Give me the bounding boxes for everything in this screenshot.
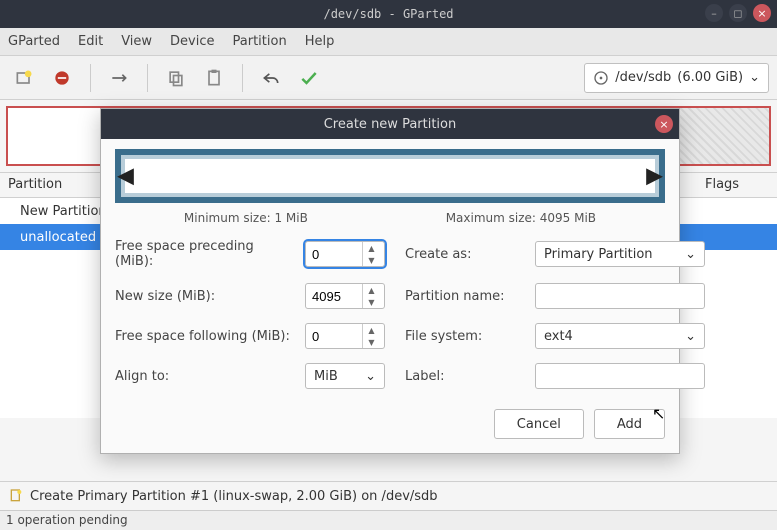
dialog-close-button[interactable]: ×: [655, 115, 673, 133]
create-as-select[interactable]: Primary Partition⌄: [535, 241, 705, 267]
free-preceding-input[interactable]: ▲▼: [305, 241, 385, 267]
window-titlebar: /dev/sdb - GParted – ◻ ×: [0, 0, 777, 28]
menu-view[interactable]: View: [121, 34, 152, 49]
align-to-select[interactable]: MiB⌄: [305, 363, 385, 389]
device-name: /dev/sdb: [615, 70, 671, 85]
dialog-titlebar: Create new Partition ×: [101, 109, 679, 139]
resize-handle-left-icon[interactable]: ◀: [117, 164, 134, 189]
document-new-icon: [8, 488, 24, 504]
menubar: GParted Edit View Device Partition Help: [0, 28, 777, 56]
create-as-label: Create as:: [405, 247, 525, 262]
spin-down-icon[interactable]: ▼: [363, 296, 380, 308]
file-system-select[interactable]: ext4⌄: [535, 323, 705, 349]
window-title: /dev/sdb - GParted: [0, 7, 777, 21]
toolbar: /dev/sdb (6.00 GiB) ⌄: [0, 56, 777, 100]
chevron-down-icon: ⌄: [685, 247, 696, 262]
menu-help[interactable]: Help: [305, 34, 335, 49]
max-size-label: Maximum size: 4095 MiB: [446, 211, 596, 225]
paste-icon[interactable]: [198, 62, 230, 94]
toolbar-separator: [242, 64, 243, 92]
delete-icon[interactable]: [46, 62, 78, 94]
preview-inner: [125, 159, 655, 193]
label-input[interactable]: [535, 363, 705, 389]
free-following-label: Free space following (MiB):: [115, 329, 295, 344]
min-size-label: Minimum size: 1 MiB: [184, 211, 308, 225]
device-selector[interactable]: /dev/sdb (6.00 GiB) ⌄: [584, 63, 769, 93]
column-flags[interactable]: Flags: [697, 173, 777, 197]
resize-move-icon[interactable]: [103, 62, 135, 94]
window-maximize-button[interactable]: ◻: [729, 4, 747, 22]
align-to-label: Align to:: [115, 369, 295, 384]
chevron-down-icon: ⌄: [749, 70, 760, 85]
disk-icon: [593, 70, 609, 86]
spin-up-icon[interactable]: ▲: [363, 284, 380, 296]
add-button[interactable]: Add: [594, 409, 665, 439]
toolbar-separator: [90, 64, 91, 92]
window-minimize-button[interactable]: –: [705, 4, 723, 22]
cancel-button[interactable]: Cancel: [494, 409, 584, 439]
spin-down-icon[interactable]: ▼: [363, 336, 380, 348]
new-size-input[interactable]: ▲▼: [305, 283, 385, 309]
spin-up-icon[interactable]: ▲: [363, 242, 380, 254]
menu-gparted[interactable]: GParted: [8, 34, 60, 49]
menu-partition[interactable]: Partition: [233, 34, 287, 49]
free-following-input[interactable]: ▲▼: [305, 323, 385, 349]
menu-device[interactable]: Device: [170, 34, 214, 49]
label-field-label: Label:: [405, 369, 525, 384]
file-system-label: File system:: [405, 329, 525, 344]
dialog-title: Create new Partition: [101, 117, 679, 132]
copy-icon[interactable]: [160, 62, 192, 94]
statusbar: 1 operation pending: [0, 510, 777, 530]
spin-down-icon[interactable]: ▼: [363, 254, 380, 266]
spin-up-icon[interactable]: ▲: [363, 324, 380, 336]
pending-operations: Create Primary Partition #1 (linux-swap,…: [0, 481, 777, 510]
device-size: (6.00 GiB): [677, 70, 743, 85]
chevron-down-icon: ⌄: [685, 329, 696, 344]
new-partition-icon[interactable]: [8, 62, 40, 94]
resize-handle-right-icon[interactable]: ▶: [646, 164, 663, 189]
new-size-label: New size (MiB):: [115, 289, 295, 304]
window-close-button[interactable]: ×: [753, 4, 771, 22]
chevron-down-icon: ⌄: [365, 369, 376, 384]
partition-name-label: Partition name:: [405, 289, 525, 304]
create-partition-dialog: Create new Partition × ◀ ▶ Minimum size:…: [100, 108, 680, 454]
toolbar-separator: [147, 64, 148, 92]
free-preceding-label: Free space preceding (MiB):: [115, 239, 295, 269]
pending-op-text: Create Primary Partition #1 (linux-swap,…: [30, 489, 438, 504]
apply-icon[interactable]: [293, 62, 325, 94]
menu-edit[interactable]: Edit: [78, 34, 103, 49]
undo-icon[interactable]: [255, 62, 287, 94]
partition-size-preview[interactable]: ◀ ▶: [115, 149, 665, 203]
partition-name-input[interactable]: [535, 283, 705, 309]
